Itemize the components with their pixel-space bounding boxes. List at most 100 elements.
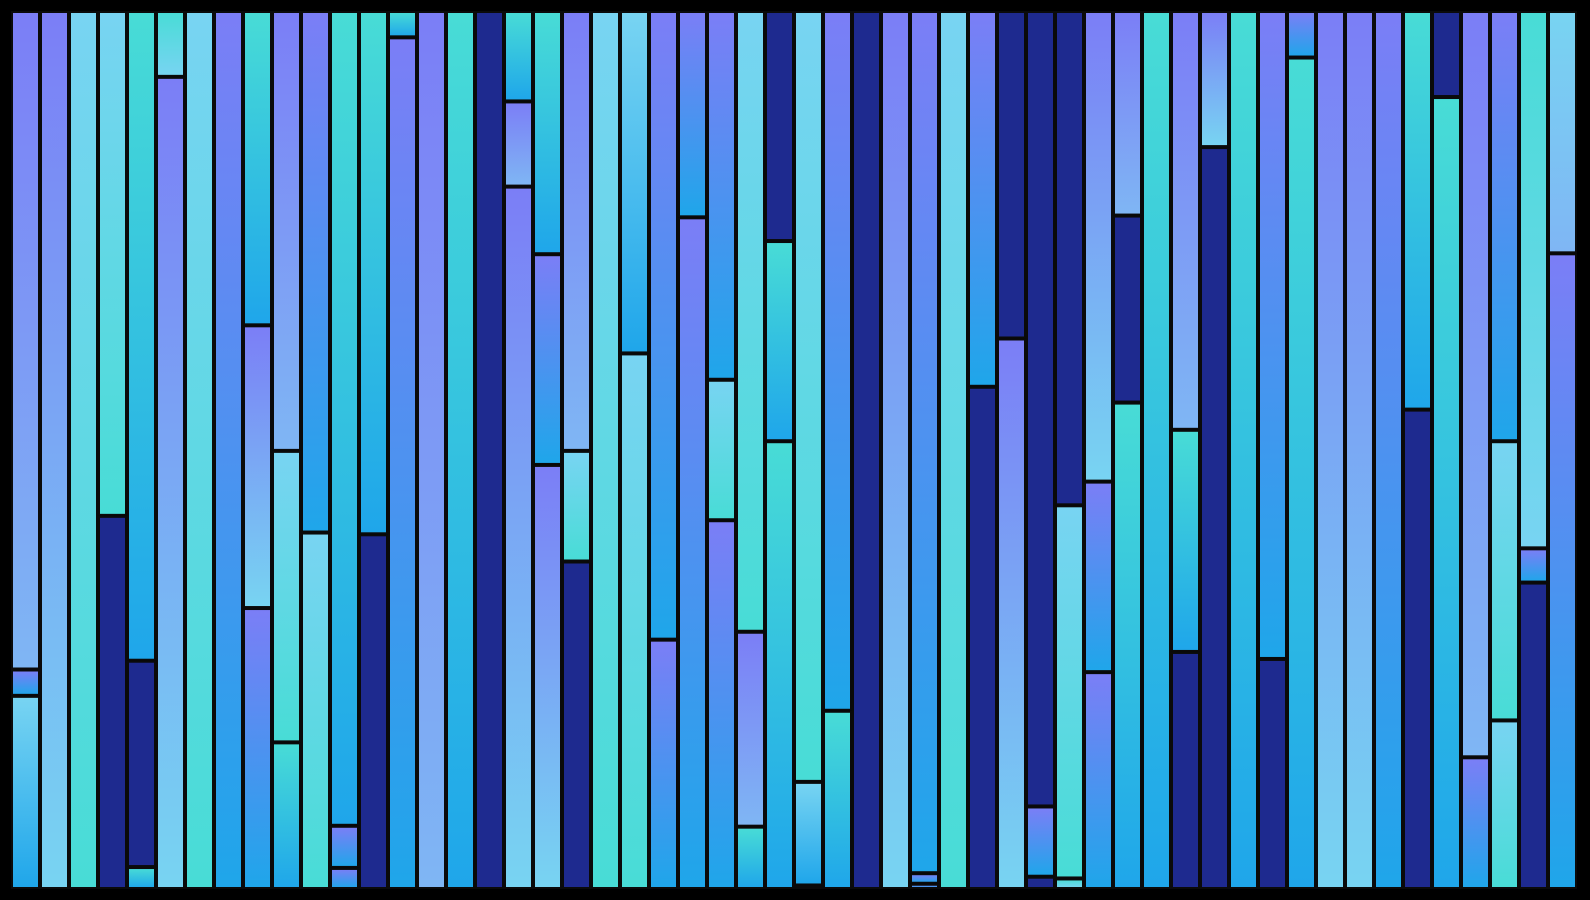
- glass-tile-c28-s2: [794, 781, 823, 886]
- glass-tile-c53-s3: [1519, 582, 1548, 890]
- glass-tile-c10-s2: [272, 450, 301, 743]
- glass-tile-c13-s2: [359, 534, 388, 889]
- glass-tile-c24-s2: [678, 217, 707, 889]
- glass-tile-c12-s3: [330, 867, 359, 889]
- glass-tile-c16-s1: [446, 11, 475, 889]
- glass-tile-c54-s2: [1548, 253, 1577, 889]
- glass-tile-c38-s2: [1084, 481, 1113, 673]
- glass-tile-c28-s1: [794, 11, 823, 782]
- glass-tile-c10-s3: [272, 742, 301, 889]
- glass-tile-c4-s2: [98, 515, 127, 889]
- glass-tile-c23-s2: [649, 639, 678, 890]
- glass-tile-c1-s3: [11, 695, 40, 890]
- glass-tile-c37-s2: [1055, 505, 1084, 879]
- glass-tile-c1-s1: [11, 11, 40, 670]
- glass-tile-c32-s1: [910, 11, 939, 874]
- glass-tile-c46-s1: [1316, 11, 1345, 889]
- glass-tile-c27-s2: [765, 241, 794, 442]
- glass-tile-c11-s2: [301, 532, 330, 890]
- glass-tile-c49-s1: [1403, 11, 1432, 410]
- glass-tile-c38-s3: [1084, 672, 1113, 889]
- glass-tile-c20-s2: [562, 450, 591, 562]
- glass-tile-c35-s1: [997, 11, 1026, 339]
- glass-tile-c34-s2: [968, 386, 997, 889]
- glass-tile-c51-s1: [1461, 11, 1490, 758]
- glass-tile-c12-s2: [330, 825, 359, 868]
- glass-tile-c19-s2: [533, 254, 562, 465]
- glass-tile-c39-s1: [1113, 11, 1142, 216]
- glass-tile-c19-s1: [533, 11, 562, 255]
- glass-tile-c32-s3: [910, 883, 939, 889]
- glass-tile-c45-s1: [1287, 11, 1316, 58]
- glass-tile-c48-s1: [1374, 11, 1403, 889]
- glass-tile-c28-s3: [794, 885, 823, 889]
- glass-tile-c23-s1: [649, 11, 678, 640]
- glass-tile-c33-s1: [939, 11, 968, 889]
- glass-tile-c11-s1: [301, 11, 330, 533]
- glass-tile-c9-s3: [243, 608, 272, 889]
- glass-tile-c51-s2: [1461, 757, 1490, 889]
- glass-tile-c34-s1: [968, 11, 997, 387]
- glass-tile-c44-s2: [1258, 658, 1287, 890]
- glass-tile-c38-s1: [1084, 11, 1113, 482]
- glass-tile-c41-s3: [1171, 651, 1200, 889]
- glass-tile-c21-s1: [591, 11, 620, 889]
- glass-tile-c32-s2: [910, 873, 939, 884]
- glass-tile-c26-s3: [736, 826, 765, 889]
- glass-tile-c27-s1: [765, 11, 794, 242]
- glass-tile-c44-s1: [1258, 11, 1287, 659]
- glass-tile-c5-s3: [127, 867, 156, 889]
- glass-tile-c41-s2: [1171, 429, 1200, 652]
- glass-tile-c37-s1: [1055, 11, 1084, 506]
- glass-tile-c42-s1: [1200, 11, 1229, 148]
- glass-tile-c12-s1: [330, 11, 359, 826]
- glass-tile-c25-s3: [707, 520, 736, 889]
- glass-tile-c22-s1: [620, 11, 649, 354]
- glass-tile-c50-s1: [1432, 11, 1461, 98]
- glass-tile-c9-s1: [243, 11, 272, 326]
- glass-tile-c43-s1: [1229, 11, 1258, 889]
- glass-tile-c5-s2: [127, 660, 156, 868]
- glass-tile-c47-s1: [1345, 11, 1374, 889]
- glass-tile-c39-s2: [1113, 215, 1142, 403]
- glass-tile-c8-s1: [214, 11, 243, 889]
- glass-tile-c36-s2: [1026, 806, 1055, 877]
- glass-tile-c52-s1: [1490, 11, 1519, 442]
- glass-tile-c4-s1: [98, 11, 127, 516]
- glass-tile-c52-s3: [1490, 720, 1519, 889]
- glass-tile-c18-s1: [504, 11, 533, 102]
- glass-tile-c41-s1: [1171, 11, 1200, 430]
- glass-tile-c29-s1: [823, 11, 852, 711]
- glass-tile-c1-s2: [11, 669, 40, 696]
- glass-tile-c49-s2: [1403, 409, 1432, 889]
- glass-tile-c13-s1: [359, 11, 388, 535]
- glass-tile-c7-s1: [185, 11, 214, 889]
- glass-tile-c36-s1: [1026, 11, 1055, 807]
- glass-tile-c6-s1: [156, 11, 185, 77]
- glass-tile-c19-s3: [533, 464, 562, 889]
- glass-tile-c26-s2: [736, 631, 765, 827]
- glass-tile-c37-s3: [1055, 878, 1084, 890]
- glass-tile-c52-s2: [1490, 441, 1519, 721]
- glass-tile-c18-s3: [504, 186, 533, 890]
- glass-tile-c39-s3: [1113, 402, 1142, 889]
- glass-tile-c40-s1: [1142, 11, 1171, 889]
- glass-tile-c9-s2: [243, 325, 272, 609]
- glass-tile-c10-s1: [272, 11, 301, 451]
- glass-tile-c31-s1: [881, 11, 910, 889]
- glass-tile-c53-s1: [1519, 11, 1548, 549]
- glass-tile-c50-s2: [1432, 97, 1461, 890]
- glass-tile-c53-s2: [1519, 548, 1548, 583]
- glass-tile-c3-s1: [69, 11, 98, 889]
- glass-tile-c26-s1: [736, 11, 765, 632]
- glass-tile-c5-s1: [127, 11, 156, 661]
- tile-group: [11, 11, 1577, 890]
- glass-tile-c24-s1: [678, 11, 707, 218]
- glass-tile-c42-s2: [1200, 147, 1229, 889]
- glass-tile-c30-s1: [852, 11, 881, 889]
- glass-tile-c22-s2: [620, 353, 649, 890]
- glass-tile-c14-s2: [388, 37, 417, 889]
- glass-tile-c35-s2: [997, 338, 1026, 889]
